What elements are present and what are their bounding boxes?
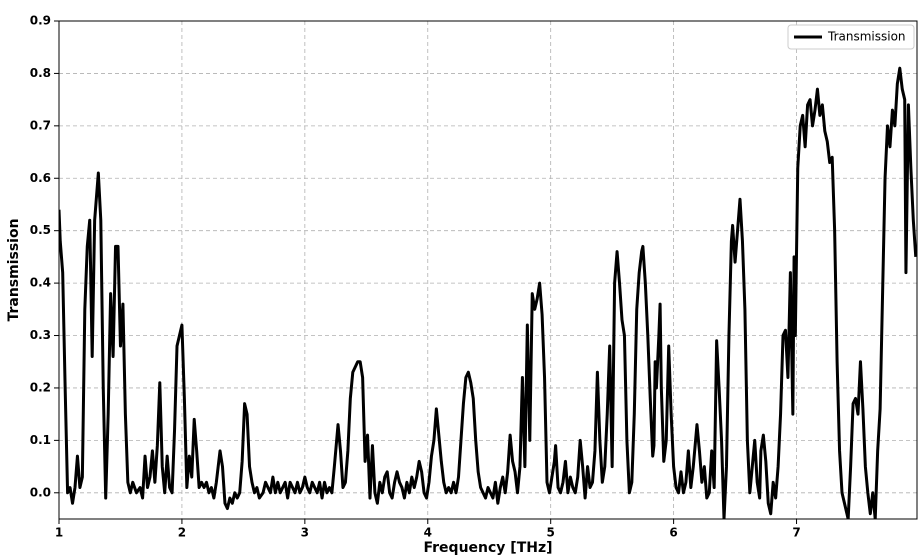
x-tick-label: 2 — [178, 526, 186, 540]
y-tick-label: 0.1 — [30, 433, 51, 447]
x-tick-label: 6 — [669, 526, 677, 540]
y-tick-label: 0.4 — [30, 276, 51, 290]
x-tick-label: 4 — [424, 526, 432, 540]
data-line — [59, 66, 917, 519]
plot-frame — [58, 20, 918, 520]
y-tick-label: 0.2 — [30, 380, 51, 394]
x-tick-label: 1 — [55, 526, 63, 540]
x-tick-label: 3 — [301, 526, 309, 540]
y-axis-label: Transmission — [6, 218, 22, 321]
y-tick-label: 0.8 — [30, 66, 51, 80]
y-tick-label: 0.7 — [30, 118, 51, 132]
x-tick-label: 5 — [547, 526, 555, 540]
y-tick-label: 0.9 — [30, 14, 51, 28]
legend-box — [787, 24, 915, 50]
y-tick-label: 0.6 — [30, 171, 51, 185]
legend: Transmission — [787, 24, 915, 50]
y-tick-label: 0.3 — [30, 328, 51, 342]
x-tick-label: 7 — [792, 526, 800, 540]
y-tick-label: 0.0 — [30, 485, 51, 499]
legend-label: Transmission — [827, 30, 906, 44]
x-axis-label: Frequency [THz] — [423, 540, 552, 556]
y-tick-label: 0.5 — [30, 223, 51, 237]
